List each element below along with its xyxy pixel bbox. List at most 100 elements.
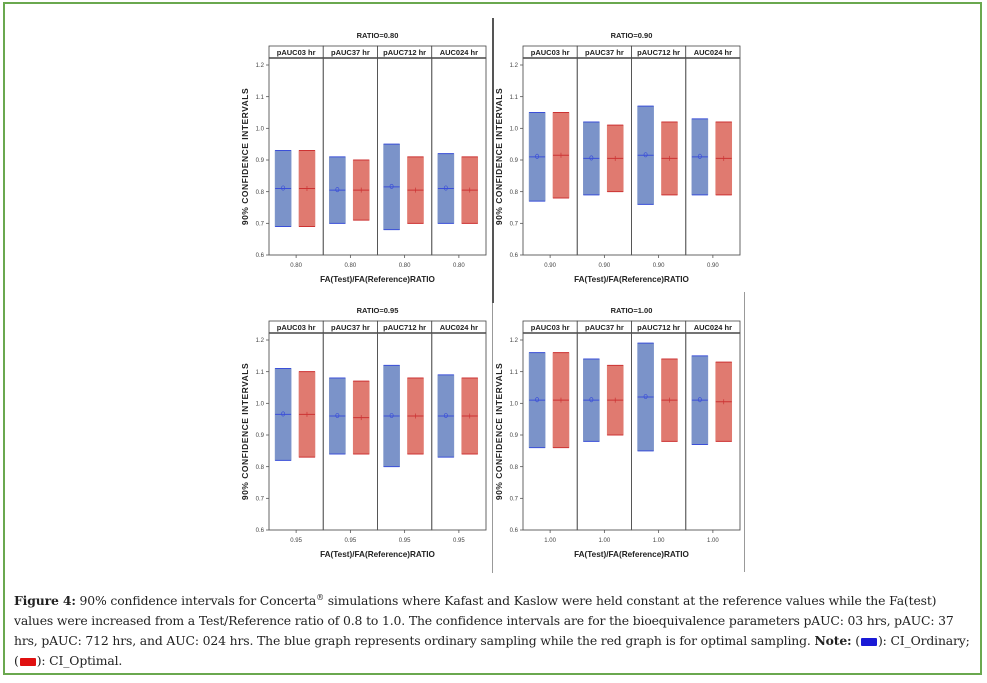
facet-header-label: pAUC712 hr — [637, 323, 680, 332]
mean-marker-circle — [643, 152, 648, 158]
mean-marker-circle — [535, 397, 540, 403]
panel-title: RATIO=0.90 — [611, 31, 653, 40]
figure-caption: Figure 4: 90% confidence intervals for C… — [14, 588, 974, 671]
y-tick-label: 0.9 — [256, 433, 265, 439]
mean-marker-circle — [389, 412, 394, 419]
mean-marker-circle — [697, 397, 702, 403]
facet-header-label: pAUC37 hr — [585, 323, 624, 332]
y-tick-label: 1.0 — [510, 402, 519, 408]
mean-marker-circle — [281, 185, 286, 191]
y-tick-label: 0.8 — [256, 465, 265, 471]
x-tick-label: 1.00 — [707, 538, 719, 544]
x-tick-label: 0.95 — [290, 538, 302, 544]
y-tick-label: 0.6 — [510, 253, 519, 259]
y-tick-label: 1.0 — [256, 127, 265, 133]
registered-mark: ® — [316, 593, 324, 602]
facet-header-label: pAUC03 hr — [277, 48, 316, 57]
x-tick-label: 0.95 — [399, 538, 411, 544]
mean-marker-circle — [535, 153, 540, 159]
x-tick-label: 0.90 — [599, 263, 611, 269]
facet-header-label: pAUC03 hr — [277, 323, 316, 332]
caption-label: Figure 4: — [14, 593, 76, 609]
y-tick-label: 1.2 — [510, 338, 519, 344]
caption-text-2: simulations where Kafast and Kaslow were… — [14, 593, 954, 649]
y-tick-label: 1.2 — [510, 63, 519, 69]
panel-title: RATIO=0.80 — [357, 31, 399, 40]
y-tick-label: 0.7 — [256, 222, 265, 228]
y-tick-label: 0.6 — [256, 528, 265, 534]
x-tick-label: 1.00 — [544, 538, 556, 544]
legend-label-optimal: ): CI_Optimal. — [36, 653, 123, 669]
legend-open: ( — [851, 633, 860, 649]
y-tick-label: 0.9 — [256, 158, 265, 164]
facet-header-label: AUC024 hr — [440, 48, 478, 57]
caption-text-1: 90% confidence intervals for Concerta — [75, 593, 317, 609]
y-tick-label: 0.6 — [510, 528, 519, 534]
y-tick-label: 1.2 — [256, 63, 265, 69]
y-tick-label: 1.1 — [256, 95, 265, 101]
mean-marker-circle — [443, 412, 448, 419]
y-axis-label: 90% CONFIDENCE INTERVALS — [494, 363, 504, 500]
y-tick-label: 0.9 — [510, 158, 519, 164]
mean-marker-circle — [589, 397, 594, 403]
y-tick-label: 0.9 — [510, 433, 519, 439]
y-tick-label: 1.0 — [256, 402, 265, 408]
chart-panel-ratio-090: RATIO=0.90 90% CONFIDENCE INTERVALS 0.6 0.7… — [490, 18, 744, 293]
x-tick-label: 0.80 — [399, 263, 411, 269]
facet-header-label: AUC024 hr — [694, 323, 732, 332]
mean-marker-circle — [281, 411, 286, 417]
caption-note-label: Note: — [814, 633, 852, 649]
x-tick-label: 0.80 — [290, 263, 302, 269]
mean-marker-circle — [643, 393, 648, 400]
y-axis-label: 90% CONFIDENCE INTERVALS — [240, 363, 250, 500]
mean-marker-circle — [589, 155, 594, 161]
y-tick-label: 0.8 — [256, 190, 265, 196]
y-tick-label: 1.2 — [256, 338, 265, 344]
x-tick-label: 0.95 — [345, 538, 357, 544]
legend-swatch-optimal-icon — [19, 657, 36, 666]
mean-marker-circle — [335, 187, 340, 193]
mean-marker-circle — [697, 153, 702, 159]
facet-header-label: AUC024 hr — [694, 48, 732, 57]
mean-marker-circle — [389, 183, 394, 189]
x-tick-label: 0.90 — [707, 263, 719, 269]
x-axis-label: FA(Test)/FA(Reference)RATIO — [320, 275, 435, 284]
panel-divider-vertical-bottom-right — [744, 292, 745, 572]
x-tick-label: 0.80 — [453, 263, 465, 269]
facet-header-label: pAUC03 hr — [531, 48, 570, 57]
facet-header-label: pAUC712 hr — [383, 48, 426, 57]
facet-header-label: pAUC37 hr — [585, 48, 624, 57]
facet-header-label: pAUC37 hr — [331, 48, 370, 57]
y-tick-label: 0.8 — [510, 465, 519, 471]
y-tick-label: 0.6 — [256, 253, 265, 259]
panel-divider-vertical-top — [492, 18, 494, 303]
y-tick-label: 0.7 — [256, 497, 265, 503]
panel-title: RATIO=1.00 — [611, 306, 653, 315]
chart-panel-ratio-080: RATIO=0.80 90% CONFIDENCE INTERVALS 0.6 0.7… — [236, 18, 490, 293]
facet-header-label: pAUC712 hr — [637, 48, 680, 57]
y-axis-label: 90% CONFIDENCE INTERVALS — [494, 88, 504, 225]
y-tick-label: 0.7 — [510, 222, 519, 228]
y-tick-label: 1.0 — [510, 127, 519, 133]
x-axis-label: FA(Test)/FA(Reference)RATIO — [574, 550, 689, 559]
y-axis-label: 90% CONFIDENCE INTERVALS — [240, 88, 250, 225]
facet-header-label: AUC024 hr — [440, 323, 478, 332]
figure-frame — [3, 2, 982, 675]
y-tick-label: 1.1 — [256, 370, 265, 376]
x-axis-label: FA(Test)/FA(Reference)RATIO — [574, 275, 689, 284]
legend-swatch-ordinary-icon — [860, 637, 877, 646]
chart-panel-ratio-095: RATIO=0.95 90% CONFIDENCE INTERVALS 0.6 0.7… — [236, 293, 490, 568]
panel-divider-vertical-bottom-left — [492, 303, 493, 573]
x-tick-label: 0.90 — [544, 263, 556, 269]
y-tick-label: 0.7 — [510, 497, 519, 503]
x-tick-label: 0.90 — [653, 263, 665, 269]
mean-marker-circle — [335, 412, 340, 419]
x-tick-label: 1.00 — [653, 538, 665, 544]
chart-panel-ratio-100: RATIO=1.00 90% CONFIDENCE INTERVALS 0.6 0.7… — [490, 293, 744, 568]
legend-label-ordinary: ): CI_Ordinary; ( — [14, 633, 970, 669]
x-tick-label: 1.00 — [599, 538, 611, 544]
y-tick-label: 1.1 — [510, 95, 519, 101]
y-tick-label: 1.1 — [510, 370, 519, 376]
x-axis-label: FA(Test)/FA(Reference)RATIO — [320, 550, 435, 559]
facet-header-label: pAUC37 hr — [331, 323, 370, 332]
